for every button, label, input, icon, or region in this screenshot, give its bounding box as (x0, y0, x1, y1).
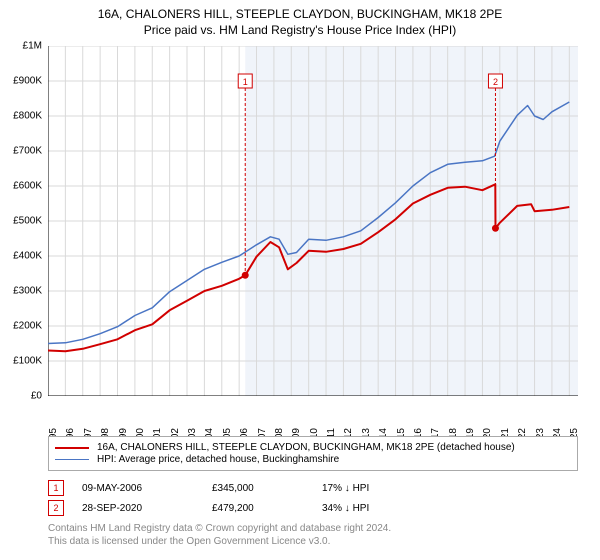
footer-line-1: Contains HM Land Registry data © Crown c… (48, 522, 391, 535)
legend-swatch-property (55, 447, 89, 449)
y-tick-label: £0 (31, 391, 42, 402)
record-diff-2: 34% ↓ HPI (322, 503, 369, 514)
record-date-1: 09-MAY-2006 (82, 483, 212, 494)
legend-label-hpi: HPI: Average price, detached house, Buck… (97, 454, 339, 465)
price-chart: 16A, CHALONERS HILL, STEEPLE CLAYDON, BU… (0, 0, 600, 560)
y-tick-label: £600K (13, 181, 42, 192)
svg-text:2: 2 (493, 77, 498, 87)
legend-swatch-hpi (55, 459, 89, 460)
y-tick-label: £700K (13, 146, 42, 157)
sale-records: 1 09-MAY-2006 £345,000 17% ↓ HPI 2 28-SE… (48, 476, 578, 520)
y-tick-label: £900K (13, 76, 42, 87)
legend-item-property: 16A, CHALONERS HILL, STEEPLE CLAYDON, BU… (55, 442, 571, 453)
plot-svg: 12 (48, 46, 578, 396)
record-row-1: 1 09-MAY-2006 £345,000 17% ↓ HPI (48, 480, 578, 496)
chart-title: 16A, CHALONERS HILL, STEEPLE CLAYDON, BU… (0, 0, 600, 38)
record-date-2: 28-SEP-2020 (82, 503, 212, 514)
record-diff-1: 17% ↓ HPI (322, 483, 369, 494)
x-axis: 1995199619971998199920002001200220032004… (48, 396, 578, 432)
y-tick-label: £100K (13, 356, 42, 367)
legend: 16A, CHALONERS HILL, STEEPLE CLAYDON, BU… (48, 436, 578, 471)
y-tick-label: £1M (23, 41, 42, 52)
record-row-2: 2 28-SEP-2020 £479,200 34% ↓ HPI (48, 500, 578, 516)
footer-line-2: This data is licensed under the Open Gov… (48, 535, 391, 548)
legend-item-hpi: HPI: Average price, detached house, Buck… (55, 454, 571, 465)
y-axis: £0£100K£200K£300K£400K£500K£600K£700K£80… (0, 46, 44, 396)
y-tick-label: £200K (13, 321, 42, 332)
title-line-1: 16A, CHALONERS HILL, STEEPLE CLAYDON, BU… (0, 6, 600, 22)
y-tick-label: £500K (13, 216, 42, 227)
y-tick-label: £800K (13, 111, 42, 122)
record-marker-1: 1 (48, 480, 64, 496)
record-marker-2: 2 (48, 500, 64, 516)
y-tick-label: £400K (13, 251, 42, 262)
legend-label-property: 16A, CHALONERS HILL, STEEPLE CLAYDON, BU… (97, 442, 515, 453)
record-price-2: £479,200 (212, 503, 322, 514)
plot-area: 12 (48, 46, 578, 396)
record-price-1: £345,000 (212, 483, 322, 494)
y-tick-label: £300K (13, 286, 42, 297)
svg-text:1: 1 (243, 77, 248, 87)
title-line-2: Price paid vs. HM Land Registry's House … (0, 22, 600, 38)
footer: Contains HM Land Registry data © Crown c… (48, 522, 391, 548)
